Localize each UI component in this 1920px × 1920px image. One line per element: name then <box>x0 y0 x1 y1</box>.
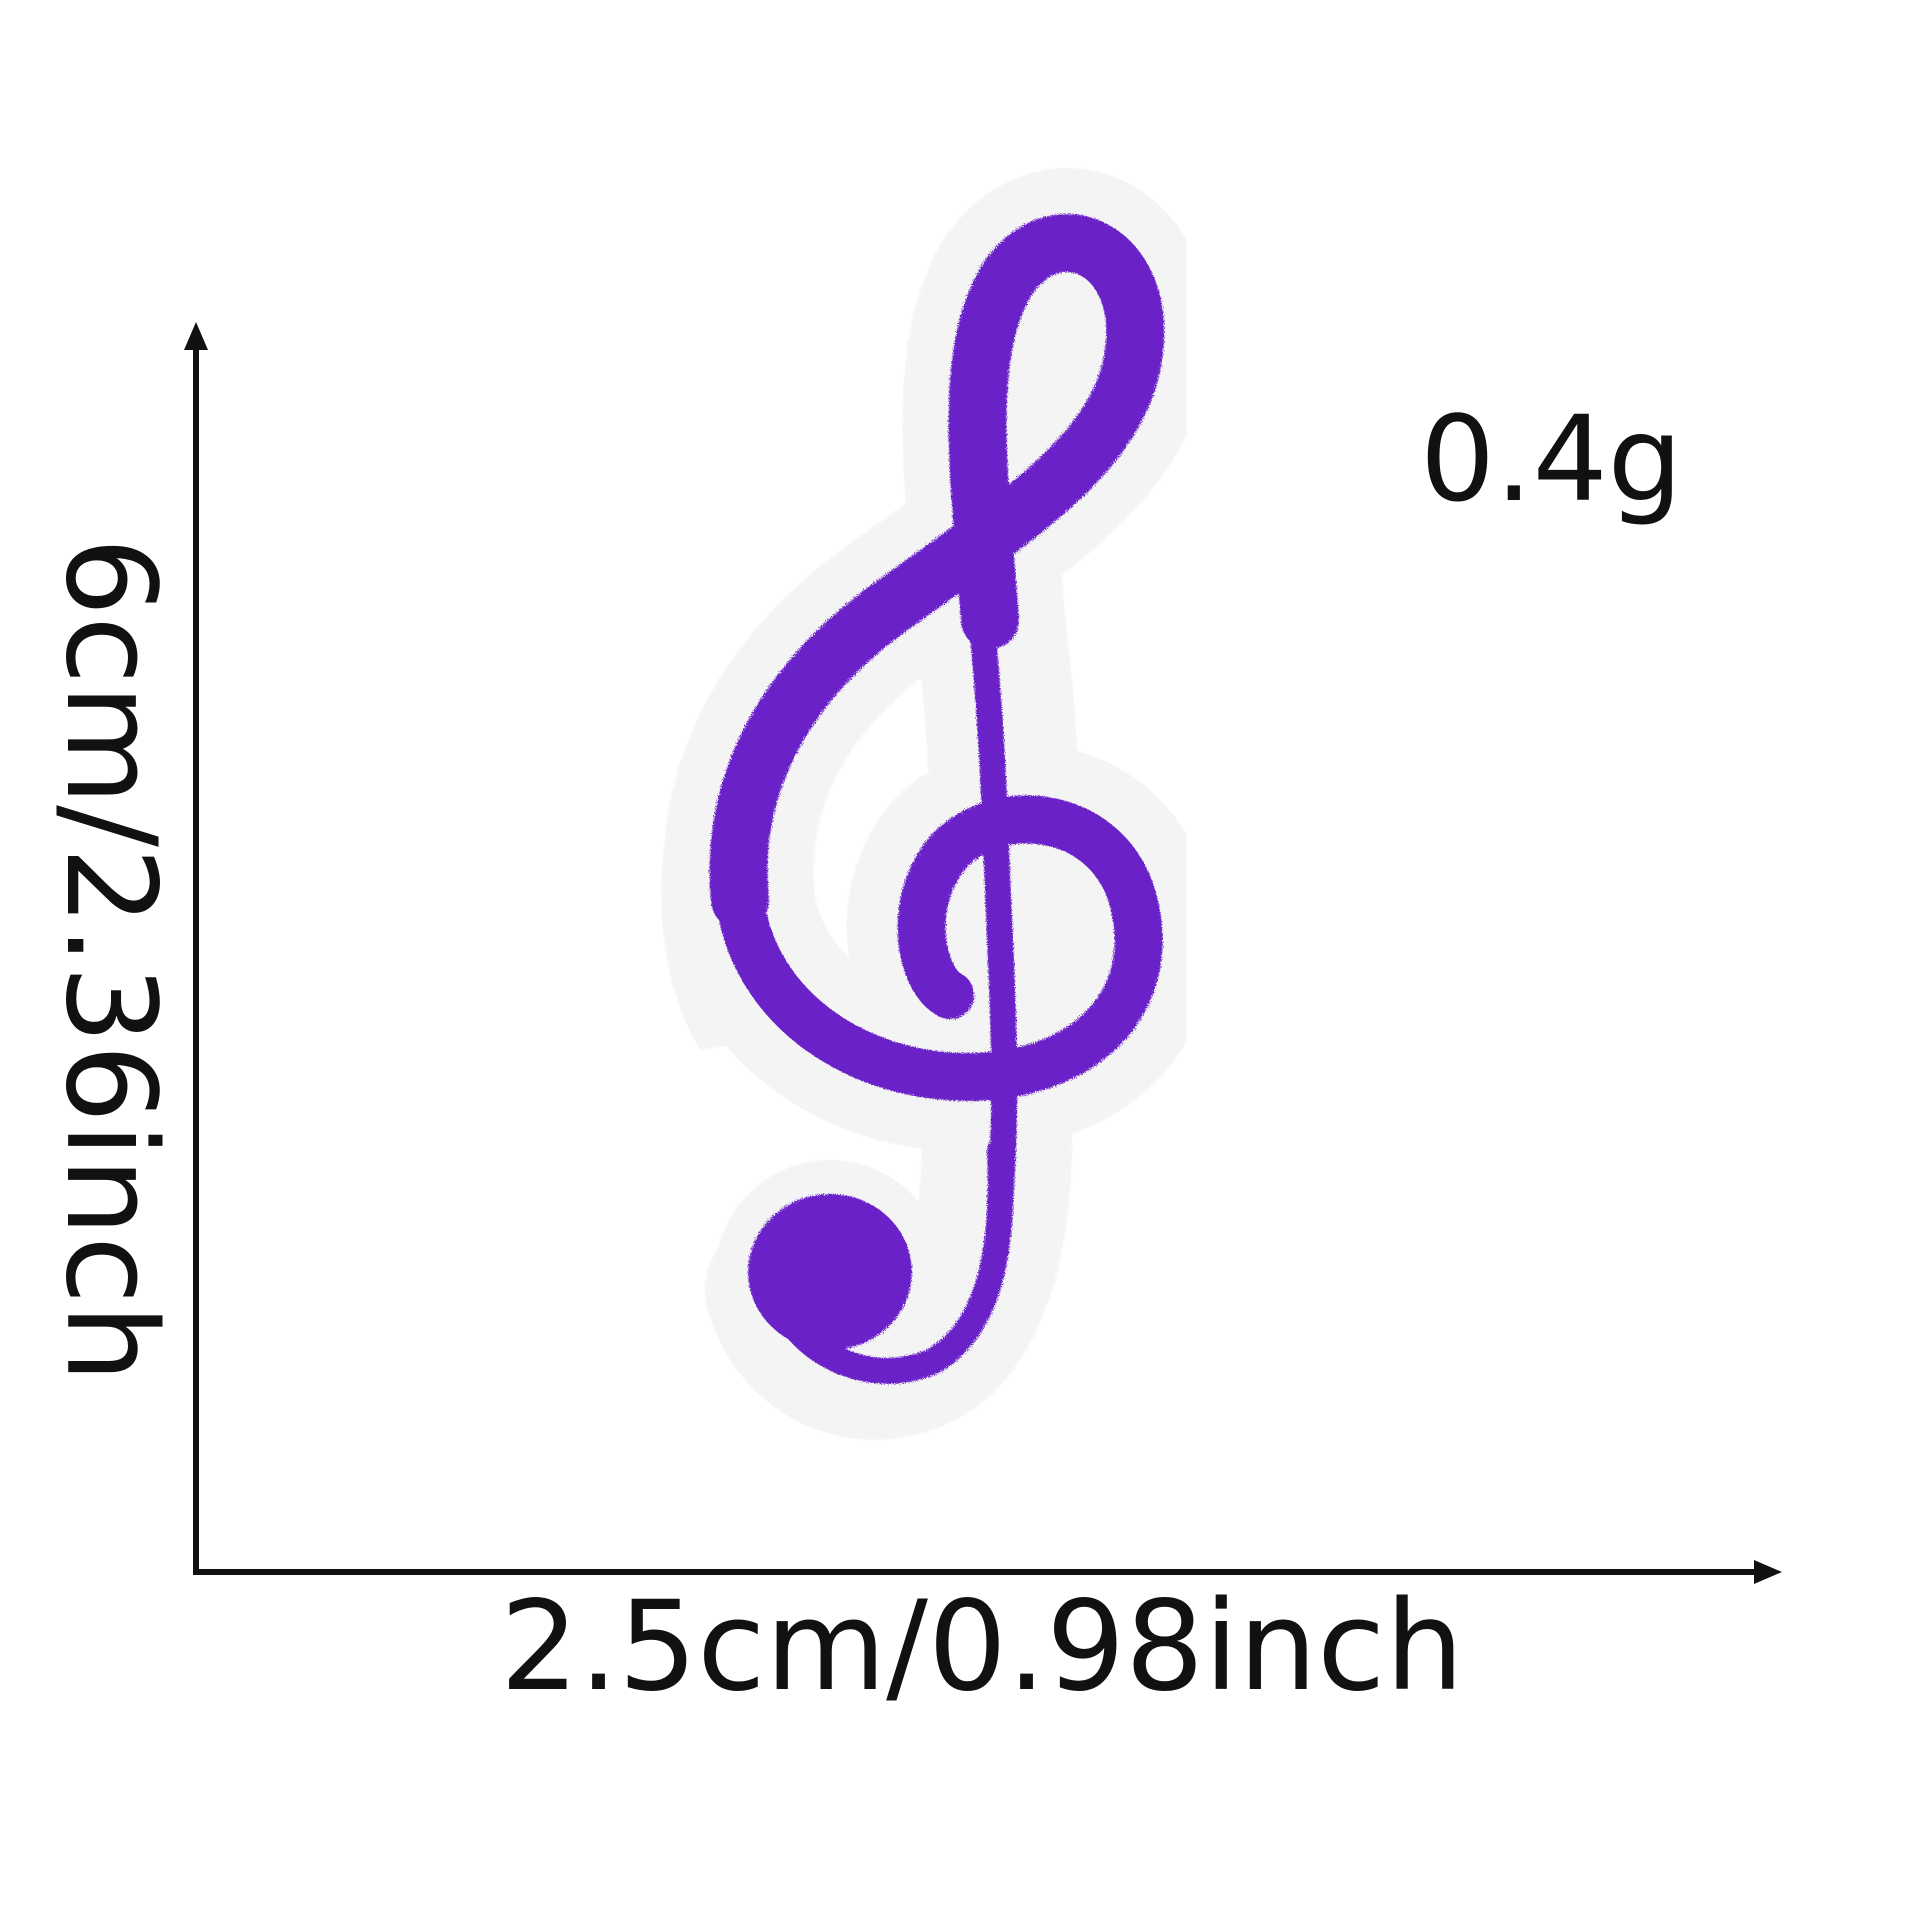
height-axis-arrow-icon <box>184 322 208 350</box>
patch-purple-thread <box>709 214 1165 1384</box>
width-dimension-label: 2.5cm/0.98inch <box>500 1575 1464 1719</box>
weight-label: 0.4g <box>1420 390 1683 528</box>
dimension-axes <box>184 322 1782 1584</box>
height-dimension-label: 6cm/2.36inch <box>38 537 182 1383</box>
width-axis-arrow-icon <box>1754 1560 1782 1584</box>
treble-clef-icon <box>661 168 1214 1440</box>
